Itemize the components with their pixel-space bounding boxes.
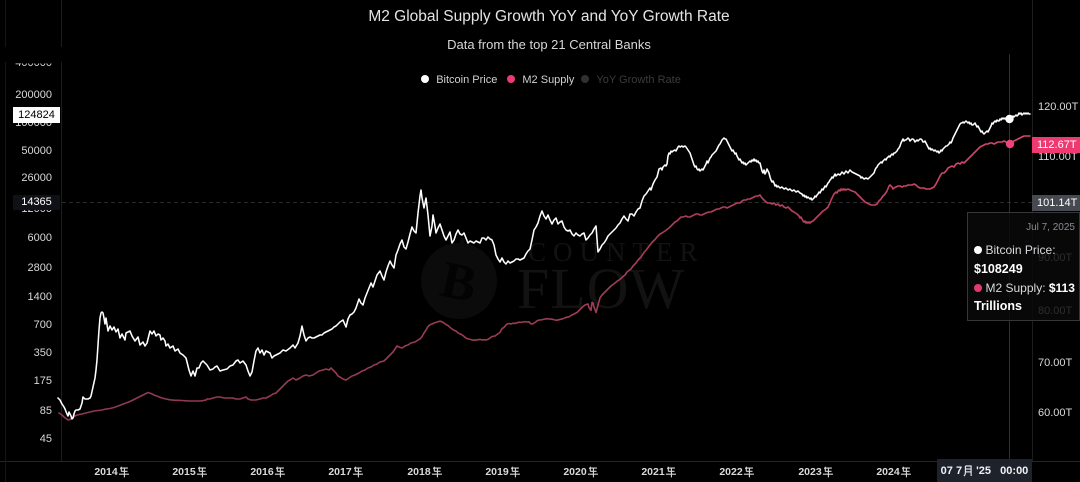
svg-text:FLOW: FLOW [517, 256, 685, 321]
svg-text:COUNTER: COUNTER [528, 237, 705, 267]
